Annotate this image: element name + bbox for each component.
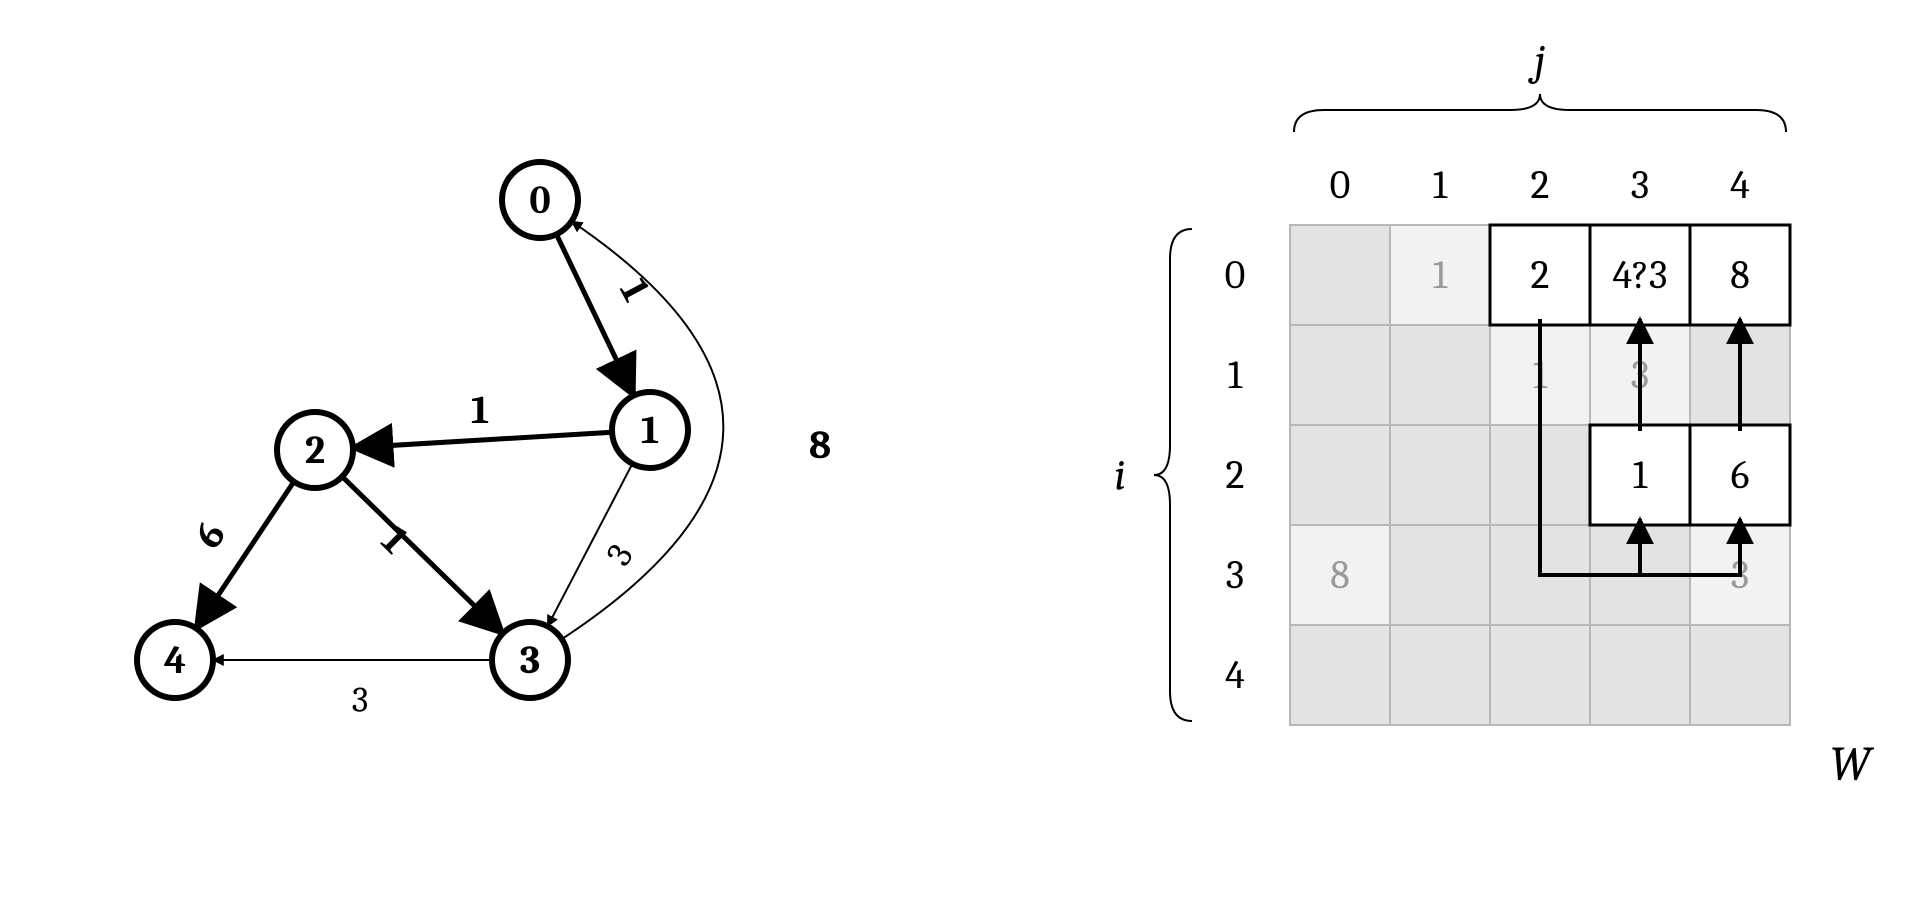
node-label-3: 3 (520, 637, 540, 683)
col-header-1: 1 (1433, 162, 1448, 208)
axis-label-i: i (1114, 450, 1126, 501)
edge-weight-1-2: 1 (471, 387, 489, 433)
cell-4-4 (1690, 625, 1790, 725)
matrix-label-W: W (1830, 737, 1875, 792)
cell-text-0-2: 2 (1531, 252, 1550, 298)
cell-2-1 (1390, 425, 1490, 525)
cell-text-2-3: 1 (1633, 452, 1648, 498)
cell-text-0-3: 4?3 (1613, 252, 1668, 298)
node-label-4: 4 (164, 637, 186, 683)
edge-weight-3-0: 8 (809, 422, 831, 468)
cell-1-1 (1390, 325, 1490, 425)
col-header-0: 0 (1330, 162, 1351, 208)
col-header-4: 4 (1730, 162, 1750, 208)
edge-weight-3-4: 3 (352, 680, 369, 721)
edge-weight-2-4: 6 (185, 513, 235, 557)
cell-text-0-4: 8 (1730, 252, 1749, 298)
node-label-0: 0 (529, 177, 550, 223)
cell-3-1 (1390, 525, 1490, 625)
cell-4-3 (1590, 625, 1690, 725)
cell-1-0 (1290, 325, 1390, 425)
brace-i (1154, 229, 1192, 721)
row-header-1: 1 (1228, 352, 1243, 398)
cell-4-2 (1490, 625, 1590, 725)
edge-2-3 (342, 477, 503, 634)
cell-text-2-4: 6 (1731, 452, 1750, 498)
edge-1-3 (548, 464, 633, 627)
row-header-2: 2 (1226, 452, 1245, 498)
row-header-4: 4 (1225, 652, 1245, 698)
cell-2-0 (1290, 425, 1390, 525)
axis-label-j: j (1528, 35, 1546, 86)
cell-4-0 (1290, 625, 1390, 725)
cell-0-0 (1290, 225, 1390, 325)
node-label-1: 1 (641, 407, 659, 453)
edge-weight-1-3: 3 (598, 538, 642, 573)
node-label-2: 2 (305, 427, 325, 473)
edge-weight-0-1: 1 (610, 271, 659, 309)
row-header-3: 3 (1226, 552, 1244, 598)
col-header-2: 2 (1531, 162, 1550, 208)
edge-1-2 (353, 432, 612, 447)
graph-diagram: 1 1 1 6 3 3 8 0 1 2 3 4 (80, 120, 900, 800)
brace-j (1294, 94, 1786, 132)
edge-2-4 (196, 482, 294, 629)
cell-text-0-1: 1 (1433, 252, 1448, 298)
cell-4-1 (1390, 625, 1490, 725)
row-header-0: 0 (1225, 252, 1246, 298)
edge-weight-2-3: 1 (372, 517, 417, 562)
cell-text-3-0: 8 (1330, 552, 1349, 598)
col-header-3: 3 (1631, 162, 1649, 208)
matrix-diagram: j01234i01234124?38131683W (1000, 20, 1880, 880)
